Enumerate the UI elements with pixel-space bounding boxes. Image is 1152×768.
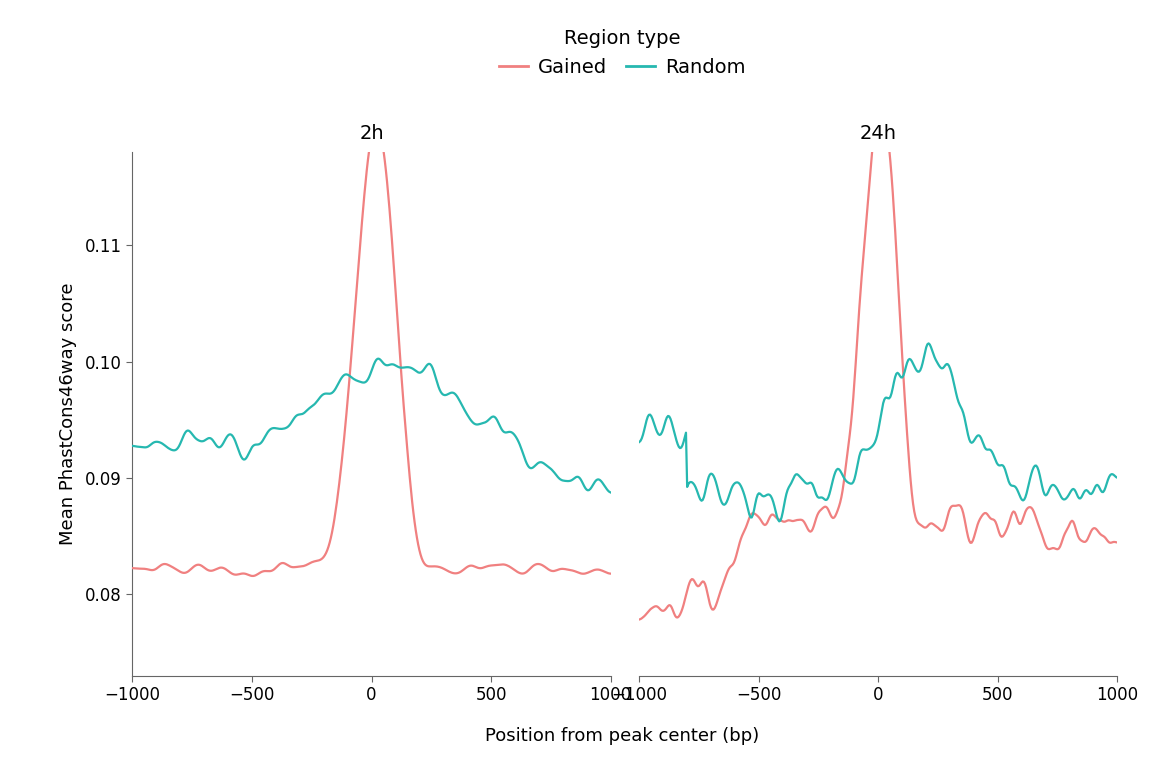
Text: 24h: 24h [859, 124, 897, 143]
Y-axis label: Mean PhastCons46way score: Mean PhastCons46way score [59, 283, 77, 545]
Text: Position from peak center (bp): Position from peak center (bp) [485, 727, 759, 745]
Legend: Gained, Random: Gained, Random [491, 22, 753, 84]
Text: 2h: 2h [359, 124, 384, 143]
